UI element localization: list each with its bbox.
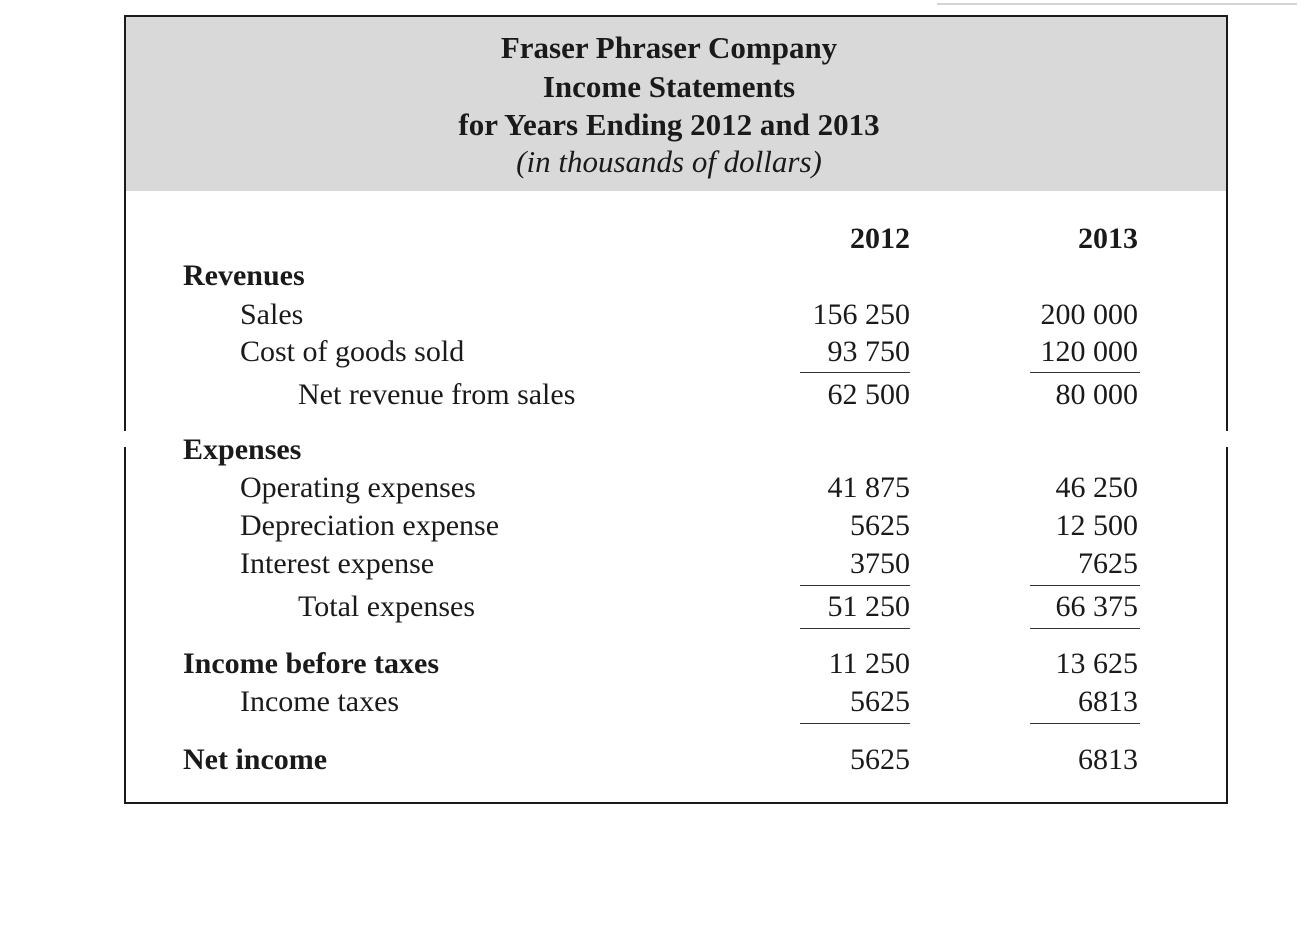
interest-expense-2013: 7625 [1078, 547, 1138, 580]
rule-total-expenses-2012 [800, 628, 910, 629]
statement-period: for Years Ending 2012 and 2013 [458, 107, 880, 142]
border-gap-left [123, 431, 127, 447]
company-name: Fraser Phraser Company [500, 30, 838, 65]
operating-expenses-label: Operating expenses [240, 471, 476, 504]
rule-total-expenses-2013 [1030, 628, 1140, 629]
column-header-2013: 2013 [1078, 222, 1138, 255]
income-taxes-2012: 5625 [850, 685, 910, 718]
interest-expense-2012: 3750 [850, 547, 910, 580]
income-before-taxes-label: Income before taxes [183, 647, 440, 680]
sales-label: Sales [240, 298, 304, 331]
statement-header: Fraser Phraser Company Income Statements… [126, 17, 1226, 191]
top-divider [937, 3, 1297, 5]
depreciation-expense-2012: 5625 [850, 509, 910, 542]
net-revenue-label: Net revenue from sales [298, 378, 576, 411]
total-expenses-2012: 51 250 [827, 590, 911, 623]
column-header-2012: 2012 [850, 222, 910, 255]
income-before-taxes-2012: 11 250 [828, 647, 910, 680]
depreciation-expense-label: Depreciation expense [240, 509, 500, 542]
income-before-taxes-2013: 13 625 [1055, 647, 1139, 680]
net-income-2013: 6813 [1078, 743, 1138, 776]
income-statement-table: Fraser Phraser Company Income Statements… [123, 15, 1229, 804]
net-income-2012: 5625 [850, 743, 910, 776]
income-taxes-2013: 6813 [1078, 685, 1138, 718]
net-income-label: Net income [183, 743, 328, 776]
total-expenses-label: Total expenses [298, 590, 476, 623]
operating-expenses-2013: 46 250 [1055, 471, 1139, 504]
cogs-label: Cost of goods sold [240, 335, 465, 368]
expenses-heading: Expenses [183, 433, 302, 466]
border-gap-right [1225, 431, 1229, 447]
rule-income-taxes-2012 [800, 723, 910, 724]
income-taxes-label: Income taxes [240, 685, 400, 718]
net-revenue-2012: 62 500 [827, 378, 911, 411]
rule-interest-2012 [800, 585, 910, 586]
rule-cogs-2012 [800, 372, 910, 373]
interest-expense-label: Interest expense [240, 547, 435, 580]
depreciation-expense-2013: 12 500 [1055, 509, 1139, 542]
rule-interest-2013 [1030, 585, 1140, 586]
cogs-2012: 93 750 [827, 335, 911, 368]
operating-expenses-2012: 41 875 [827, 471, 911, 504]
revenues-heading: Revenues [183, 259, 305, 292]
net-revenue-2013: 80 000 [1055, 378, 1139, 411]
sales-2012: 156 250 [812, 298, 911, 331]
statement-units: (in thousands of dollars) [516, 144, 822, 179]
rule-income-taxes-2013 [1030, 723, 1140, 724]
cogs-2013: 120 000 [1040, 335, 1139, 368]
total-expenses-2013: 66 375 [1055, 590, 1139, 623]
rule-cogs-2013 [1030, 372, 1140, 373]
sales-2013: 200 000 [1040, 298, 1139, 331]
statement-title: Income Statements [542, 69, 796, 104]
